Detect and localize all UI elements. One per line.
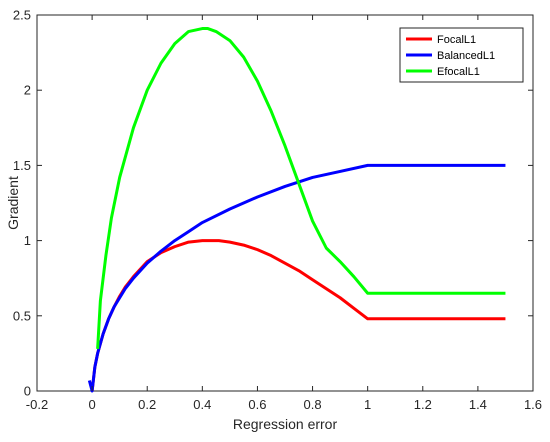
x-tick-label: 0.8 <box>304 397 322 412</box>
x-tick-label: 0 <box>88 397 95 412</box>
legend: FocalL1 BalancedL1 EfocalL1 <box>399 27 524 83</box>
x-tick-label: 1.4 <box>469 397 487 412</box>
legend-label-efocall1: EfocalL1 <box>437 66 480 78</box>
y-tick-label: 1.5 <box>13 158 31 173</box>
x-tick-label: -0.2 <box>26 397 48 412</box>
y-tick-label: 1 <box>24 233 31 248</box>
x-axis-label: Regression error <box>233 416 338 432</box>
x-tick-label: 0.4 <box>193 397 211 412</box>
ticks-layer: -0.2 0 0.2 0.4 0.6 0.8 1 1.2 1.4 1.600.511.522.5 <box>13 8 542 413</box>
x-tick-label: 0.2 <box>138 397 156 412</box>
y-tick-label: 2.5 <box>13 8 31 23</box>
x-tick-label: 1.2 <box>414 397 432 412</box>
y-tick-label: 2 <box>24 83 31 98</box>
series-line-efocall1 <box>96 27 506 349</box>
series-layer <box>87 27 506 393</box>
legend-label-balancedl1: BalancedL1 <box>437 50 495 62</box>
legend-label-focall1: FocalL1 <box>437 34 476 46</box>
y-axis-label: Gradient <box>5 176 21 230</box>
y-tick-label: 0.5 <box>13 308 31 323</box>
y-tick-label: 0 <box>24 384 31 399</box>
x-tick-label: 1 <box>364 397 371 412</box>
x-tick-label: 1.6 <box>524 397 542 412</box>
x-tick-label: 0.6 <box>248 397 266 412</box>
